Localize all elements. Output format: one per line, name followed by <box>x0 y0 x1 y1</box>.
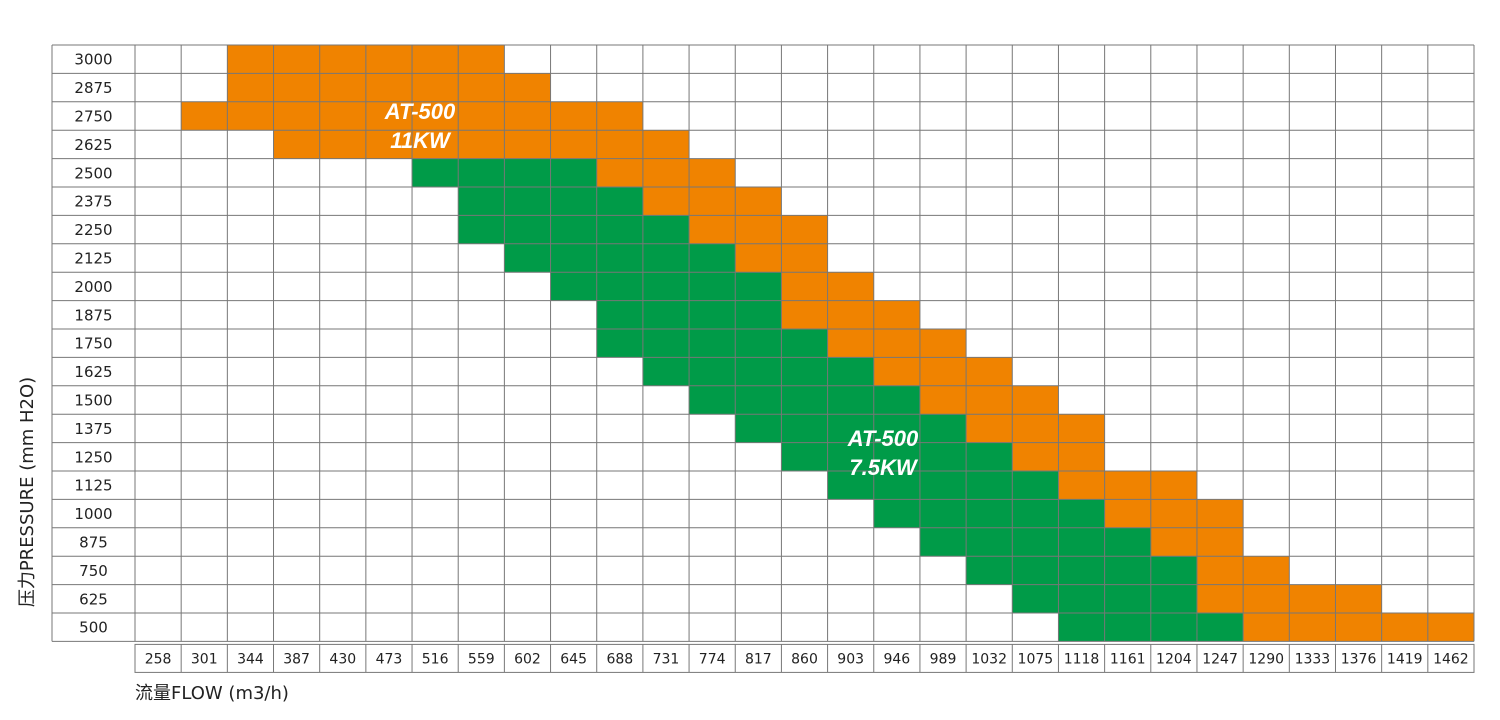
x-tick-label: 430 <box>329 651 356 667</box>
range-cells <box>458 215 690 244</box>
range-cells <box>689 385 920 415</box>
y-tick-label: 2000 <box>74 278 112 296</box>
x-tick-label: 645 <box>560 651 587 667</box>
x-label-row <box>134 643 1475 673</box>
x-tick-label: 817 <box>745 651 772 667</box>
range-cells <box>873 499 1105 528</box>
y-tick-label: 2875 <box>74 79 112 97</box>
y-tick-label: 1875 <box>74 306 112 324</box>
range-cells <box>827 329 967 358</box>
x-tick-label: 301 <box>191 651 218 667</box>
range-cells <box>919 527 1151 557</box>
y-tick-label: 1000 <box>74 505 112 523</box>
x-tick-label: 1161 <box>1110 651 1146 667</box>
range-cells <box>642 187 782 216</box>
range-cells <box>596 158 736 187</box>
range-cells <box>227 73 551 102</box>
x-tick-label: 731 <box>653 651 680 667</box>
x-tick-label: 1247 <box>1202 651 1238 667</box>
range-cells <box>596 329 828 358</box>
range-cells <box>504 243 736 273</box>
series-label: 7.5KW <box>849 455 918 480</box>
range-cells <box>273 130 690 159</box>
y-tick-label: 875 <box>79 534 108 552</box>
y-tick-label: 1375 <box>74 420 112 438</box>
y-tick-label: 2375 <box>74 193 112 211</box>
range-cells <box>1243 613 1474 642</box>
range-cells <box>735 414 967 443</box>
x-tick-label: 602 <box>514 651 541 667</box>
y-tick-label: 625 <box>79 590 108 608</box>
x-tick-label: 516 <box>422 651 449 667</box>
x-tick-label: 1075 <box>1018 651 1054 667</box>
y-tick-label: 1500 <box>74 392 112 410</box>
y-tick-label: 2125 <box>74 250 112 268</box>
y-tick-label: 1625 <box>74 363 112 381</box>
x-tick-label: 344 <box>237 651 264 667</box>
range-cells <box>781 300 920 329</box>
x-tick-label: 688 <box>606 651 633 667</box>
y-tick-label: 2500 <box>74 164 112 182</box>
range-cells <box>966 556 1197 585</box>
x-tick-label: 258 <box>145 651 172 667</box>
range-cells <box>827 471 1059 500</box>
range-cells <box>919 385 1059 415</box>
series-label: AT-500 <box>847 426 919 451</box>
range-cells <box>966 414 1105 443</box>
range-cells <box>1104 499 1244 528</box>
x-tick-label: 1118 <box>1064 651 1100 667</box>
x-tick-label: 473 <box>376 651 403 667</box>
y-tick-label: 2750 <box>74 108 112 126</box>
range-cells <box>550 272 782 301</box>
range-cells <box>781 442 1013 471</box>
x-tick-label: 1290 <box>1248 651 1284 667</box>
range-cells <box>689 215 828 244</box>
y-tick-label: 1750 <box>74 335 112 353</box>
x-axis-label: 流量FLOW (m3/h) <box>135 683 289 704</box>
series-label: 11KW <box>390 128 452 153</box>
x-tick-label: 903 <box>837 651 864 667</box>
y-axis-label: 压力PRESSURE (mm H2O) <box>17 377 38 607</box>
x-tick-label: 1419 <box>1387 651 1423 667</box>
y-tick-label: 3000 <box>74 51 112 69</box>
x-tick-label: 774 <box>699 651 726 667</box>
y-tick-label: 1250 <box>74 448 112 466</box>
x-tick-label: 989 <box>930 651 957 667</box>
range-cells <box>873 357 1013 386</box>
x-tick-label: 1204 <box>1156 651 1192 667</box>
x-tick-label: 1462 <box>1433 651 1469 667</box>
y-tick-label: 500 <box>79 619 108 637</box>
range-cells <box>1058 471 1197 500</box>
y-tick-label: 2625 <box>74 136 112 154</box>
x-tick-label: 1333 <box>1295 651 1331 667</box>
x-tick-label: 860 <box>791 651 818 667</box>
x-tick-label: 387 <box>283 651 310 667</box>
y-tick-label: 1125 <box>74 477 112 495</box>
series-label: AT-500 <box>384 99 456 124</box>
x-tick-label: 946 <box>883 651 910 667</box>
x-tick-label: 1032 <box>971 651 1007 667</box>
y-tick-label: 750 <box>79 562 108 580</box>
x-tick-label: 559 <box>468 651 495 667</box>
x-tick-label: 1376 <box>1341 651 1377 667</box>
y-tick-label: 2250 <box>74 221 112 239</box>
range-cells <box>642 357 874 386</box>
